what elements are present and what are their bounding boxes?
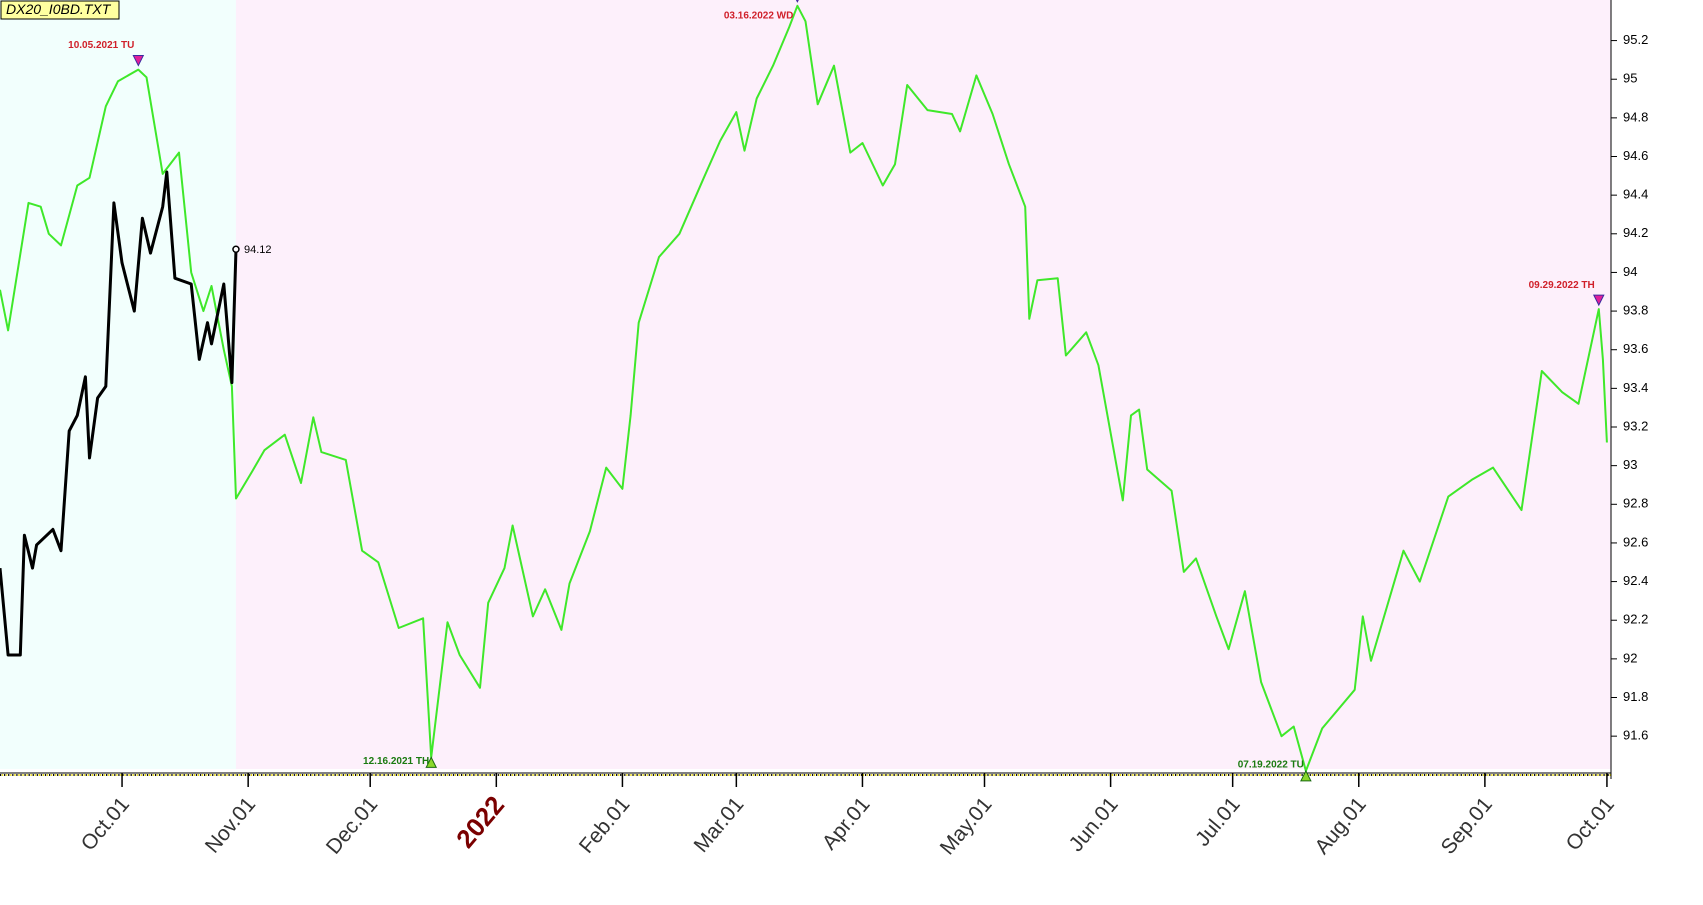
x-tick-label: Oct.01 xyxy=(77,793,134,855)
y-tick-label: 94.8 xyxy=(1623,109,1648,124)
y-tick-label: 95 xyxy=(1623,71,1637,86)
chart-title: DX20_I0BD.TXT xyxy=(6,1,112,17)
y-tick-label: 92 xyxy=(1623,650,1637,665)
x-tick-label: Nov.01 xyxy=(201,793,260,858)
last-point xyxy=(232,245,240,253)
x-tick-label: Feb.01 xyxy=(575,793,635,858)
background xyxy=(0,0,1611,769)
annotation: 07.19.2022 TU xyxy=(1238,760,1304,771)
x-tick-label: Dec.01 xyxy=(322,793,382,859)
y-tick-label: 93 xyxy=(1623,457,1637,472)
trough-marker xyxy=(1300,769,1312,782)
minor-ticks xyxy=(0,774,1611,780)
projection-shade xyxy=(235,0,1611,769)
x-tick-label: Jun.01 xyxy=(1065,793,1123,856)
y-tick-label: 93.4 xyxy=(1623,380,1648,395)
x-tick-label: Oct.01 xyxy=(1562,793,1619,855)
annotation: 09.29.2022 TH xyxy=(1529,280,1595,291)
y-tick-label: 94.6 xyxy=(1623,148,1648,163)
y-tick-label: 91.8 xyxy=(1623,689,1648,704)
y-tick-label: 93.2 xyxy=(1623,418,1648,433)
y-tick-label: 92.8 xyxy=(1623,496,1648,511)
peak-marker xyxy=(795,0,799,3)
title-box xyxy=(0,0,120,20)
y-tick-label: 95.2 xyxy=(1623,32,1648,47)
x-tick-label: Jul.01 xyxy=(1191,793,1245,851)
y-tick-label: 92.4 xyxy=(1623,573,1648,588)
x-tick-label: May.01 xyxy=(936,793,997,859)
plot-area xyxy=(0,4,1608,772)
annotation: 12.16.2021 TH xyxy=(363,756,429,767)
peak-marker xyxy=(132,55,145,67)
x-tick-label: 2022 xyxy=(450,790,510,854)
y-tick-label: 94.2 xyxy=(1623,225,1648,240)
y-tick-label: 94.4 xyxy=(1623,187,1648,202)
y-tick-label: 94 xyxy=(1623,264,1637,279)
series-line xyxy=(0,170,238,657)
last-value-label: 94.12 xyxy=(244,244,272,256)
y-tick-label: 91.6 xyxy=(1623,728,1648,743)
x-tick-label: Aug.01 xyxy=(1310,793,1370,859)
trough-marker xyxy=(425,756,438,768)
x-tick-label: Sep.01 xyxy=(1437,793,1497,859)
x-tick-label: Mar.01 xyxy=(690,793,749,857)
y-tick-label: 93.6 xyxy=(1623,341,1648,356)
y-tick-label: 93.8 xyxy=(1623,303,1648,318)
history-shade xyxy=(0,0,236,769)
y-tick-label: 92.6 xyxy=(1623,534,1648,549)
y-tick-label: 92.2 xyxy=(1623,612,1648,627)
peak-marker xyxy=(1592,294,1605,307)
annotation: 10.05.2021 TU xyxy=(68,40,134,51)
x-tick-label: Apr.01 xyxy=(818,793,875,854)
annotation: 03.16.2022 WD xyxy=(724,11,794,22)
